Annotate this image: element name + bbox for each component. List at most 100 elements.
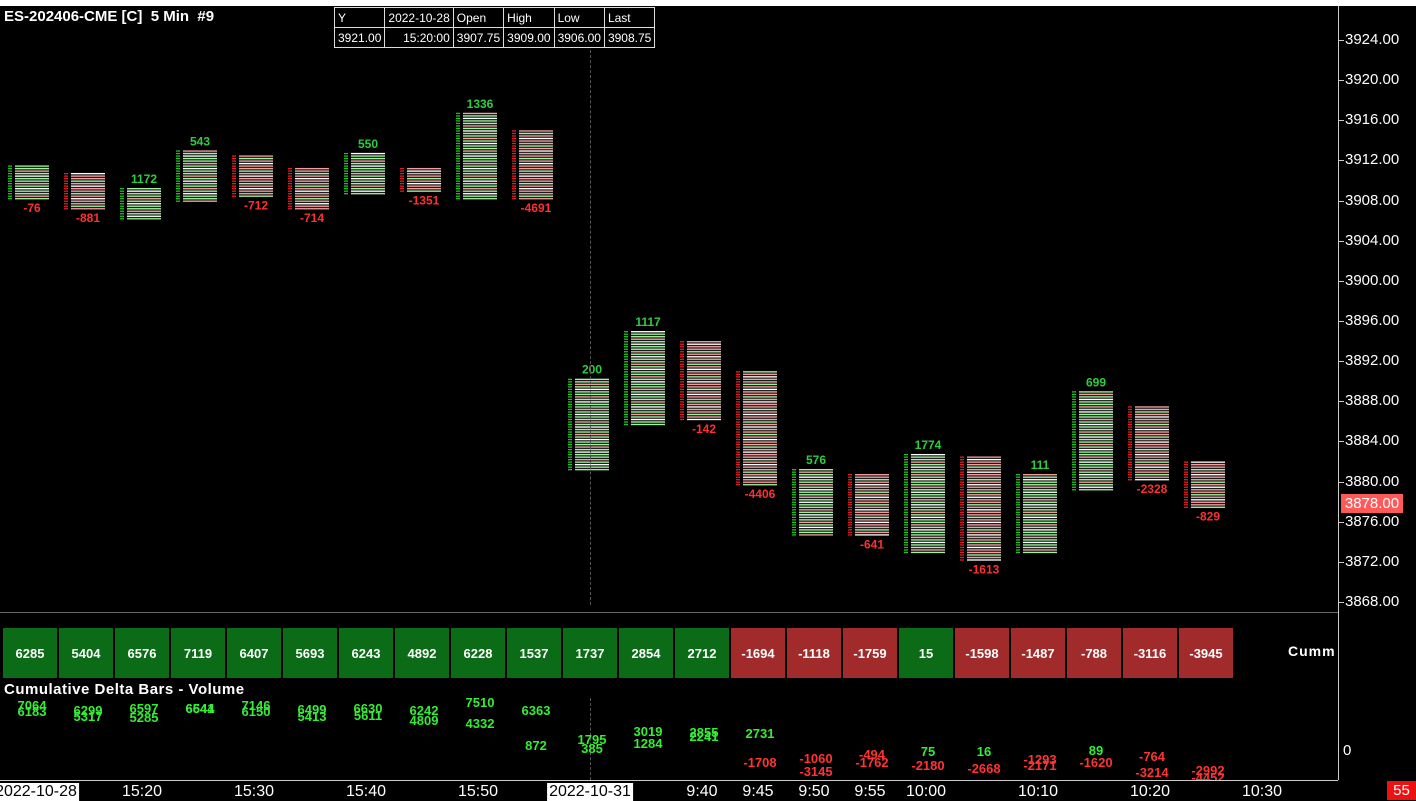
price-level-line <box>519 195 553 197</box>
footprint-bar[interactable] <box>1184 461 1225 508</box>
price-level-line <box>967 481 1001 483</box>
side-volume-tick <box>904 461 908 463</box>
price-axis[interactable] <box>1338 6 1416 780</box>
price-level-line <box>1023 551 1057 554</box>
side-volume-tick <box>400 190 404 192</box>
side-volume-tick <box>904 511 908 513</box>
footprint-bar[interactable] <box>848 474 889 536</box>
top-border <box>0 0 1416 6</box>
time-axis[interactable] <box>0 780 1338 801</box>
footprint-bar[interactable] <box>904 453 945 554</box>
side-volume-tick <box>64 203 68 205</box>
footprint-bar[interactable] <box>456 112 497 200</box>
side-volume-tick <box>1072 433 1076 436</box>
price-level-line <box>127 208 161 210</box>
price-level-line <box>1191 469 1225 471</box>
side-volume-tick <box>1128 423 1132 426</box>
side-volume-tick <box>176 160 180 162</box>
side-volume-tick <box>232 183 236 185</box>
footprint-bar[interactable] <box>1072 391 1113 491</box>
side-volume-tick <box>288 195 292 197</box>
price-level-line <box>1023 509 1057 511</box>
cumulative-delta-value: 5285 <box>129 709 159 725</box>
price-level-line <box>855 511 889 513</box>
side-volume-tick <box>960 479 964 481</box>
side-volume-tick <box>120 208 124 210</box>
price-level-line <box>1135 443 1169 446</box>
price-level-line <box>407 167 441 170</box>
footprint-bar[interactable] <box>232 155 273 197</box>
price-level-line <box>407 175 441 177</box>
footprint-bar[interactable] <box>344 152 385 195</box>
side-volume-tick <box>1128 433 1132 436</box>
price-chart[interactable]: -76 -881 1172 543 -712 -714 550 -1351 1336 -4691 2… <box>0 0 1338 610</box>
price-level-line <box>967 474 1001 476</box>
footprint-bar[interactable] <box>176 150 217 202</box>
footprint-bar[interactable] <box>960 456 1001 561</box>
footprint-bar[interactable] <box>736 371 777 486</box>
time-tick-label: 10:00 <box>905 783 947 800</box>
side-volume-tick <box>736 474 740 476</box>
price-level-line <box>631 386 665 388</box>
price-level-line <box>911 453 945 456</box>
price-tick <box>1338 80 1344 82</box>
footprint-bar[interactable] <box>512 130 553 200</box>
footprint-bar[interactable] <box>120 188 161 220</box>
price-tick <box>1338 120 1344 122</box>
footprint-bar[interactable] <box>568 378 609 471</box>
footprint-bar[interactable] <box>288 167 329 210</box>
footprint-bar[interactable] <box>1016 474 1057 554</box>
cumulative-delta-value: 2731 <box>745 726 775 742</box>
study-title: Cumulative Delta Bars - Volume <box>4 681 245 698</box>
side-volume-tick <box>288 205 292 207</box>
time-tick-label: 15:50 <box>457 783 499 800</box>
side-volume-tick <box>400 177 404 180</box>
footprint-bar[interactable] <box>400 167 441 192</box>
side-volume-tick <box>680 361 684 363</box>
price-level-line <box>127 195 161 197</box>
side-volume-tick <box>1072 474 1076 476</box>
side-volume-tick <box>1072 406 1076 408</box>
footprint-bar[interactable] <box>624 331 665 426</box>
price-level-line <box>743 451 777 453</box>
side-volume-tick <box>120 193 124 195</box>
price-level-line <box>911 471 945 473</box>
side-volume-tick <box>456 137 460 140</box>
footprint-bar[interactable] <box>680 341 721 421</box>
price-level-line <box>967 551 1001 554</box>
price-level-line <box>743 433 777 436</box>
cumm-cell: 5693 <box>282 627 338 679</box>
price-level-line <box>183 198 217 200</box>
price-level-line <box>631 371 665 373</box>
price-level-line <box>1023 479 1057 481</box>
price-level-line <box>687 411 721 413</box>
side-volume-tick <box>176 200 180 202</box>
delta-label: 543 <box>190 134 210 148</box>
side-volume-tick <box>232 157 236 160</box>
side-volume-tick <box>1016 551 1020 554</box>
footprint-bar[interactable] <box>792 469 833 536</box>
footprint-bar[interactable] <box>64 172 105 210</box>
price-level-line <box>1135 431 1169 433</box>
side-volume-tick <box>680 411 684 413</box>
footprint-bar[interactable] <box>1128 406 1169 481</box>
side-volume-tick <box>512 160 516 162</box>
side-volume-tick <box>568 388 572 391</box>
side-volume-tick <box>568 438 572 441</box>
side-volume-tick <box>64 190 68 192</box>
side-volume-tick <box>344 155 348 157</box>
side-volume-tick <box>456 157 460 160</box>
side-volume-tick <box>1016 511 1020 513</box>
price-level-line <box>463 172 497 175</box>
footprint-bar[interactable] <box>8 165 49 200</box>
side-volume-tick <box>960 554 964 556</box>
side-volume-tick <box>848 501 852 503</box>
cumm-cell: -1487 <box>1010 627 1066 679</box>
price-level-line <box>911 474 945 476</box>
price-level-line <box>575 453 609 456</box>
price-level-line <box>1079 393 1113 396</box>
side-volume-tick <box>1016 514 1020 516</box>
side-volume-tick <box>736 388 740 391</box>
side-volume-tick <box>624 398 628 401</box>
side-volume-tick <box>288 208 292 210</box>
